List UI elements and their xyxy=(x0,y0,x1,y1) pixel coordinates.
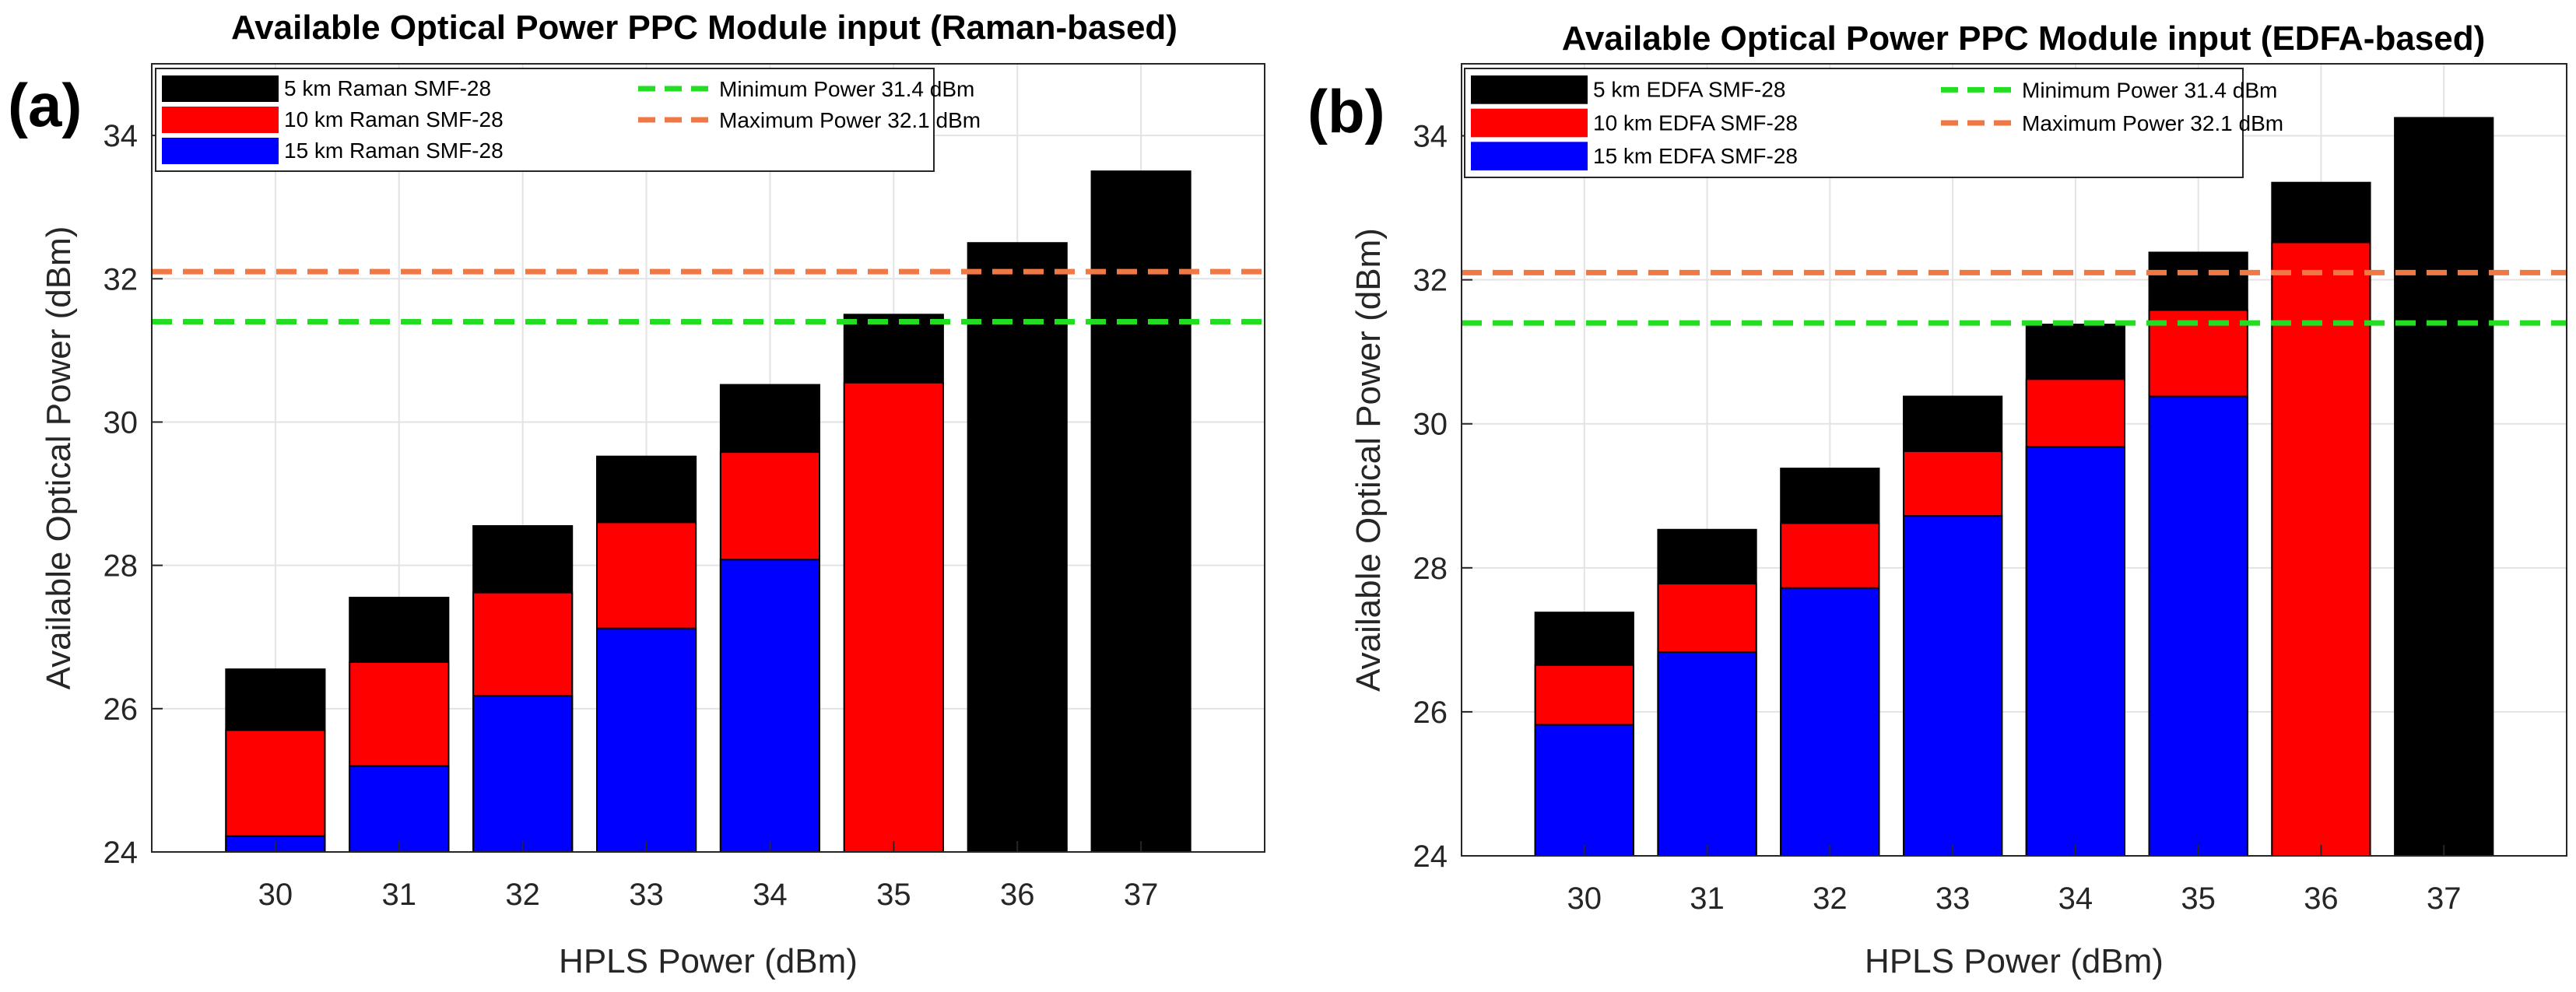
legend-box xyxy=(155,68,935,172)
bar-3-30 xyxy=(1534,724,1634,857)
bar-3-31 xyxy=(1657,651,1757,857)
bar-3-33 xyxy=(596,627,697,854)
x-tick-label: 36 xyxy=(2304,882,2339,916)
bar-3-32 xyxy=(1780,587,1880,857)
x-tick-label: 30 xyxy=(258,878,293,912)
bar-3-33 xyxy=(1903,515,2003,857)
x-tick-label: 35 xyxy=(876,878,911,912)
y-tick-label: 26 xyxy=(104,692,139,727)
x-tick-label: 35 xyxy=(2181,882,2216,916)
legend-swatch xyxy=(1471,75,1588,104)
bar-2-30 xyxy=(225,729,326,853)
x-tick-label: 31 xyxy=(382,878,417,912)
legend-label: 5 km EDFA SMF-28 xyxy=(1593,78,1785,102)
y-tick-label: 34 xyxy=(104,119,139,153)
y-tick-label: 34 xyxy=(1413,120,1448,154)
legend-label: Maximum Power 32.1 dBm xyxy=(719,108,981,132)
axes-frame xyxy=(1461,63,2567,857)
y-tick-label: 26 xyxy=(1413,696,1448,730)
chart-title: Available Optical Power PPC Module input… xyxy=(1562,19,2486,58)
chart-title: Available Optical Power PPC Module input… xyxy=(231,9,1177,47)
legend-swatch xyxy=(1471,108,1588,138)
x-tick-label: 34 xyxy=(753,878,788,912)
plot-area xyxy=(1462,64,2567,856)
x-tick-label: 36 xyxy=(1000,878,1035,912)
legend-swatch xyxy=(162,75,279,102)
chart-panel-b: 24 26 28 30 32 34 30 31 32 33 34 35 36 37 HPLS Power (… xyxy=(1307,19,2567,980)
legend-label: 10 km Raman SMF-28 xyxy=(284,107,504,131)
bar-1-37 xyxy=(1090,170,1191,854)
x-tick-label: 32 xyxy=(505,878,540,912)
chart-panel-a: 24 26 28 30 32 34 30 31 32 33 34 35 36 37 HPLS Power (… xyxy=(8,9,1265,980)
y-tick-label: 30 xyxy=(1413,408,1448,442)
x-axis-label: HPLS Power (dBm) xyxy=(1865,942,2164,980)
bar-3-34 xyxy=(2025,446,2126,857)
x-tick-label: 37 xyxy=(1124,878,1159,912)
legend-label: Maximum Power 32.1 dBm xyxy=(2022,111,2283,135)
plot-area xyxy=(152,64,1265,852)
x-tick-label: 31 xyxy=(1690,882,1725,916)
bar-3-34 xyxy=(719,559,821,853)
bar-3-31 xyxy=(349,765,450,853)
legend-label: 15 km EDFA SMF-28 xyxy=(1593,144,1798,168)
x-tick-label: 32 xyxy=(1813,882,1848,916)
y-tick-label: 30 xyxy=(104,405,139,440)
y-axis-label: Available Optical Power (dBm) xyxy=(1349,228,1388,692)
legend-label: Minimum Power 31.4 dBm xyxy=(719,77,974,101)
panel-label: (a) xyxy=(8,71,82,139)
legend-swatch xyxy=(1471,142,1588,170)
y-tick-label: 28 xyxy=(1413,552,1448,586)
x-tick-label: 30 xyxy=(1567,882,1602,916)
bar-2-35 xyxy=(843,381,944,853)
y-axis-label: Available Optical Power (dBm) xyxy=(40,226,78,690)
x-axis-label: HPLS Power (dBm) xyxy=(559,942,858,980)
legend-label: 5 km Raman SMF-28 xyxy=(284,76,491,100)
y-tick-label: 24 xyxy=(104,836,139,870)
bar-2-36 xyxy=(2271,241,2371,857)
y-tick-label: 28 xyxy=(104,549,139,584)
legend-swatch xyxy=(162,138,279,164)
bar-3-35 xyxy=(2148,395,2248,857)
x-tick-label: 34 xyxy=(2058,882,2093,916)
panel-label: (b) xyxy=(1307,77,1385,145)
x-tick-label: 37 xyxy=(2427,882,2462,916)
legend: 5 km EDFA SMF-28 10 km EDFA SMF-28 15 km E… xyxy=(1464,68,2283,178)
bar-3-32 xyxy=(472,695,574,853)
y-tick-label: 32 xyxy=(1413,264,1448,298)
x-tick-label: 33 xyxy=(629,878,664,912)
bar-1-36 xyxy=(967,242,1068,853)
y-tick-label: 32 xyxy=(104,262,139,296)
legend: 5 km Raman SMF-28 10 km Raman SMF-28 15 km… xyxy=(155,68,981,172)
bar-1-37 xyxy=(2394,117,2494,857)
legend-box xyxy=(1464,68,2244,178)
axes-frame xyxy=(151,63,1265,853)
legend-swatch xyxy=(162,107,279,133)
legend-label: 15 km Raman SMF-28 xyxy=(284,138,504,163)
legend-label: 10 km EDFA SMF-28 xyxy=(1593,110,1798,135)
legend-label: Minimum Power 31.4 dBm xyxy=(2022,78,2277,102)
x-tick-label: 33 xyxy=(1936,882,1971,916)
y-tick-label: 24 xyxy=(1413,840,1448,874)
